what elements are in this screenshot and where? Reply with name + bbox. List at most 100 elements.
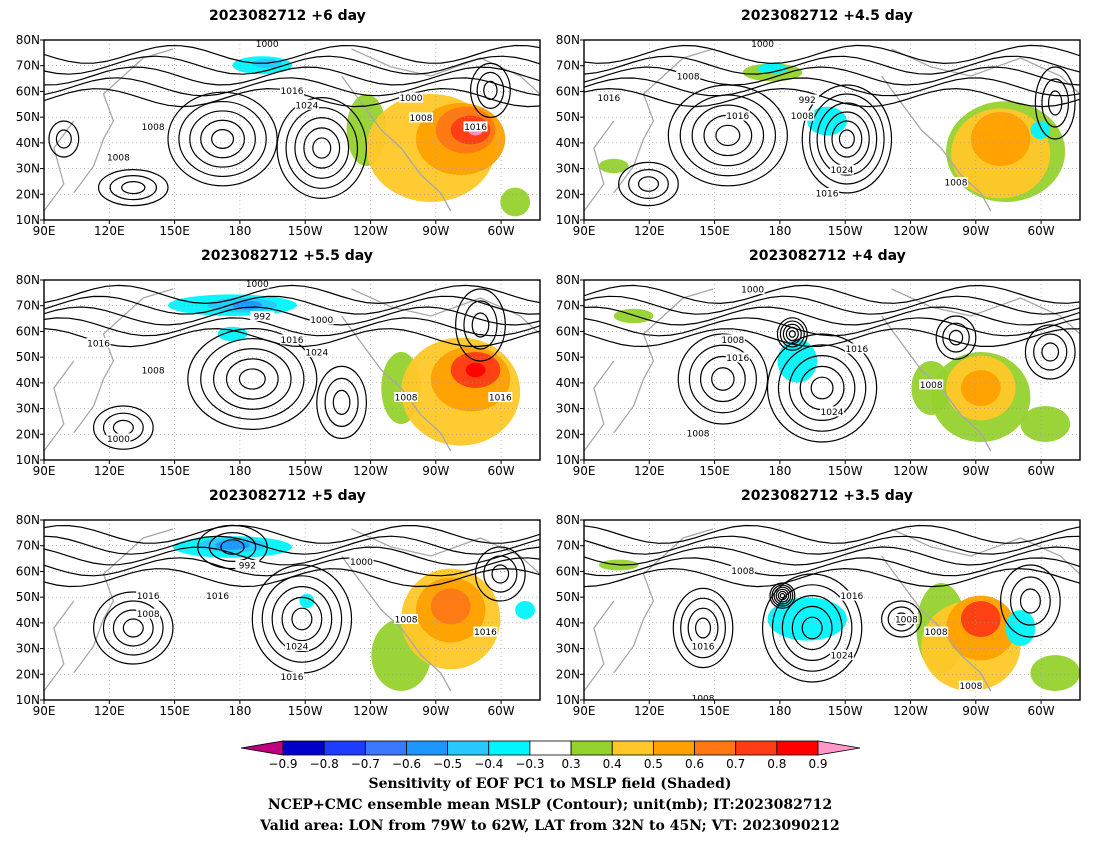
isobar bbox=[761, 573, 863, 683]
isobar bbox=[584, 284, 1080, 305]
isobar-label: 1000 bbox=[741, 286, 764, 296]
lat-tick-label: 20N bbox=[16, 187, 40, 201]
isobar-label: 1008 bbox=[925, 628, 948, 638]
lat-tick-label: 70N bbox=[16, 539, 40, 553]
coastline bbox=[341, 315, 452, 452]
sensitivity-shading bbox=[757, 63, 788, 75]
isobar bbox=[679, 94, 777, 177]
isobar-label: 1000 bbox=[256, 40, 279, 50]
sensitivity-shading bbox=[500, 187, 531, 217]
coastline bbox=[341, 75, 452, 212]
colorbar: −0.9 −0.8 −0.7 −0.6 −0.5 −0.4 −0.3 0.3 0.4 0.5 0.6… bbox=[240, 740, 861, 771]
colorbar-segment bbox=[406, 740, 449, 756]
isobar bbox=[776, 317, 808, 351]
lat-tick-label: 30N bbox=[556, 402, 580, 416]
sensitivity-shading bbox=[1030, 655, 1080, 691]
isobar bbox=[773, 586, 792, 605]
coastline bbox=[891, 288, 1080, 335]
colorbar-tick-label: −0.5 bbox=[433, 757, 462, 771]
colorbar-low-arrow bbox=[240, 740, 284, 756]
isobar-label: 1000 bbox=[400, 94, 423, 104]
isobar bbox=[44, 317, 540, 337]
colorbar-tick-label: −0.7 bbox=[351, 757, 380, 771]
lon-tick-label: 150E bbox=[159, 224, 190, 238]
panel-title-1: 2023082712 +6 day bbox=[209, 8, 366, 24]
sensitivity-shading bbox=[515, 601, 536, 619]
isobar-label-bg bbox=[349, 556, 374, 567]
lat-tick-label: 50N bbox=[556, 590, 580, 604]
lat-tick-label: 30N bbox=[16, 402, 40, 416]
lat-tick-label: 80N bbox=[556, 513, 580, 527]
isobar bbox=[782, 323, 802, 345]
isobar-label-bg bbox=[686, 428, 711, 438]
colorbar-tick-label: 0.4 bbox=[603, 757, 622, 771]
isobar-label-bg bbox=[829, 650, 854, 660]
lat-tick-label: 50N bbox=[556, 110, 580, 124]
isobar-label: 1008 bbox=[142, 367, 165, 377]
isobar-label-bg bbox=[106, 433, 131, 444]
isobar bbox=[699, 355, 746, 403]
lat-tick-label: 60N bbox=[16, 84, 40, 98]
isobar-label-bg bbox=[839, 590, 864, 601]
lon-tick-label: 90W bbox=[962, 464, 989, 478]
isobar bbox=[584, 87, 1080, 108]
lat-tick-label: 80N bbox=[16, 33, 40, 47]
isobar-label-bg bbox=[294, 99, 319, 110]
lat-tick-label: 30N bbox=[556, 642, 580, 656]
caption-line-1: Sensitivity of EOF PC1 to MSLP field (Sh… bbox=[368, 776, 732, 792]
isobar-label-bg bbox=[894, 614, 919, 624]
isobar bbox=[455, 288, 506, 362]
isobar bbox=[584, 546, 1080, 566]
isobar-label: 1000 bbox=[310, 316, 333, 326]
isobar-label-bg bbox=[691, 693, 716, 700]
lon-tick-label: 90W bbox=[422, 224, 449, 238]
isobar bbox=[935, 315, 977, 360]
isobar bbox=[55, 129, 72, 149]
isobar-label-bg bbox=[844, 343, 869, 354]
colorbar-tick-label: 0.5 bbox=[644, 757, 663, 771]
isobar-label-bg bbox=[394, 614, 419, 624]
isobar-label-bg bbox=[473, 626, 498, 637]
lat-tick-label: 50N bbox=[16, 590, 40, 604]
lon-tick-label: 150E bbox=[159, 464, 190, 478]
lon-tick-label: 60W bbox=[488, 704, 515, 718]
isobar-label-bg bbox=[280, 671, 304, 682]
lat-tick-label: 10N bbox=[16, 693, 40, 707]
isobar bbox=[584, 524, 1080, 544]
isobar-label-bg bbox=[829, 164, 854, 175]
isobar-label: 1024 bbox=[830, 652, 853, 662]
isobar-label-bg bbox=[596, 92, 621, 103]
coastline bbox=[613, 48, 714, 194]
colorbar-tick-label: 0.9 bbox=[808, 757, 827, 771]
isobar bbox=[121, 181, 146, 195]
isobar bbox=[584, 535, 1080, 555]
isobar bbox=[711, 367, 735, 391]
isobar bbox=[680, 597, 726, 659]
isobar bbox=[294, 117, 350, 179]
isobar bbox=[584, 66, 1080, 86]
isobar bbox=[1033, 333, 1068, 371]
isobar bbox=[48, 120, 80, 158]
isobar-label-bg bbox=[919, 379, 944, 390]
isobar-label: 1008 bbox=[945, 179, 968, 189]
isobar bbox=[791, 605, 833, 651]
isobar-label-bg bbox=[815, 188, 840, 198]
isobar-label-bg bbox=[676, 71, 701, 81]
isobar-label-bg bbox=[141, 121, 166, 132]
coastline bbox=[881, 75, 992, 212]
isobar-label-bg bbox=[488, 392, 513, 402]
lon-tick-label: 150E bbox=[699, 464, 730, 478]
colorbar-tick-label: −0.4 bbox=[474, 757, 503, 771]
panel-title-6: 2023082712 +3.5 day bbox=[741, 488, 913, 504]
lon-tick-label: 180 bbox=[768, 464, 791, 478]
isobar bbox=[779, 592, 786, 599]
isobar bbox=[584, 317, 1080, 337]
isobar-label: 1024 bbox=[830, 166, 853, 176]
isobar-label-bg bbox=[740, 284, 765, 294]
isobar bbox=[238, 368, 266, 390]
isobar bbox=[777, 590, 788, 601]
isobar-label-bg bbox=[255, 40, 280, 49]
isobar bbox=[691, 104, 765, 167]
isobar bbox=[1041, 342, 1060, 362]
